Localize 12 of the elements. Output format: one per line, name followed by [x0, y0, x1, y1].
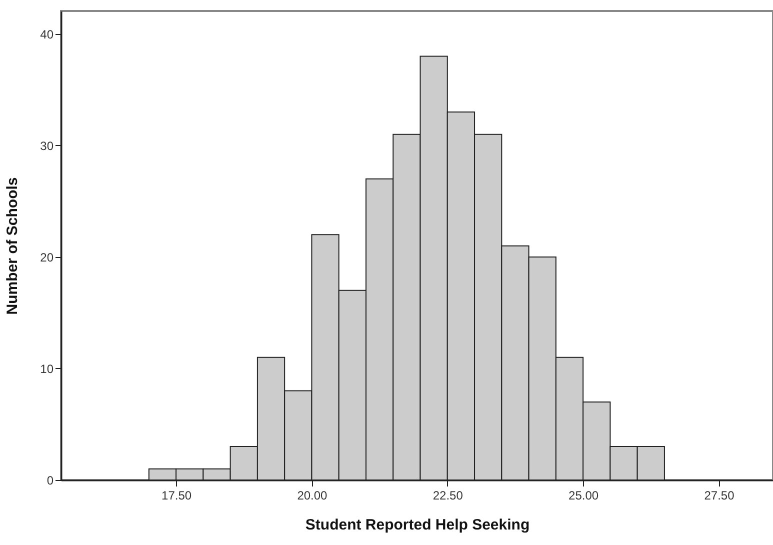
y-tick-label: 30 [40, 138, 54, 153]
y-tick-label: 10 [40, 362, 54, 376]
x-tick-label: 22.50 [432, 488, 464, 502]
x-tick-label: 20.00 [297, 488, 328, 502]
x-tick-label: 27.50 [704, 488, 735, 502]
y-tick-label: 40 [40, 27, 54, 42]
y-tick-label: 20 [40, 250, 54, 264]
x-tick-label: 17.50 [162, 488, 192, 502]
y-axis-title: Number of Schools [4, 177, 22, 315]
x-axis-title: Student Reported Help Seeking [305, 516, 530, 534]
y-tick-label: 0 [46, 474, 54, 488]
x-tick-label: 25.00 [568, 488, 599, 502]
